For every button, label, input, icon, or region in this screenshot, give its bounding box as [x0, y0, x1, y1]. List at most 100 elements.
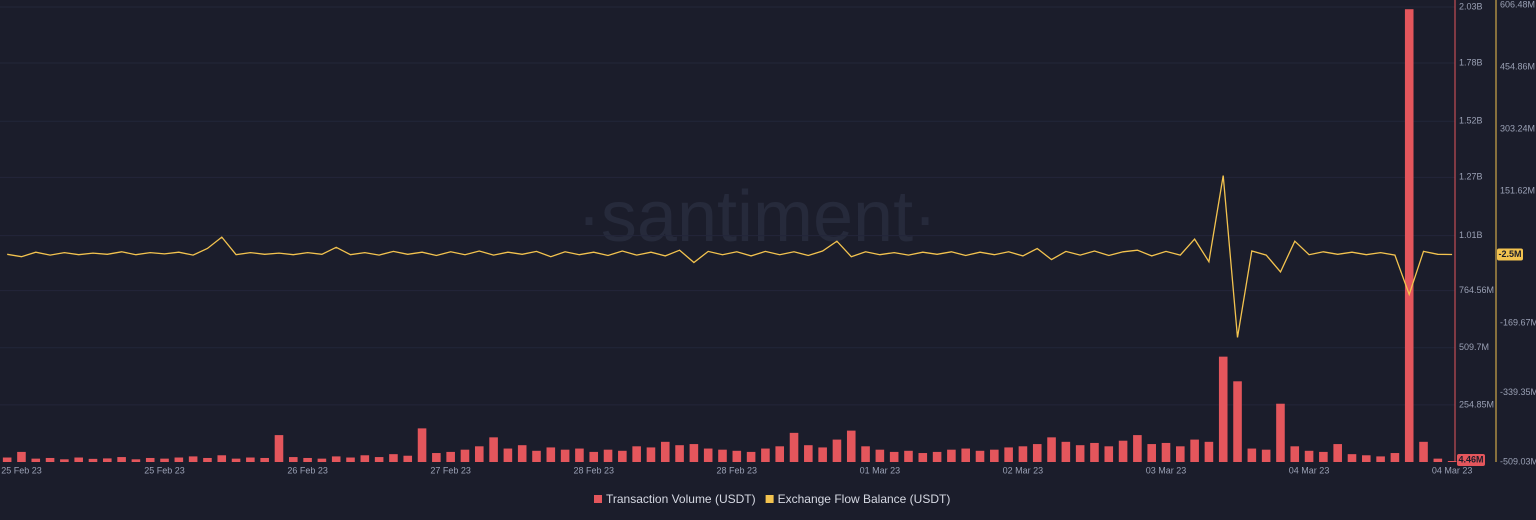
bar	[217, 455, 227, 462]
value-badge-label: 4.46M	[1458, 454, 1483, 464]
bar	[1247, 448, 1257, 462]
bar	[45, 457, 55, 462]
bar	[346, 457, 355, 462]
bar	[1376, 456, 1385, 462]
bar	[1433, 458, 1443, 462]
bar	[1261, 449, 1271, 462]
bar	[160, 458, 169, 462]
value-badge	[1457, 454, 1485, 467]
bar	[746, 451, 756, 462]
y-tick-label: 1.52B	[1459, 116, 1483, 126]
bar	[74, 457, 83, 462]
bar	[718, 449, 727, 462]
bar	[2, 457, 12, 462]
bar	[1233, 381, 1242, 462]
y-tick-label: 1.27B	[1459, 172, 1483, 182]
bar	[660, 441, 670, 462]
bar	[575, 448, 584, 462]
line	[7, 175, 1453, 338]
y2-tick-label: 303.24M	[1500, 124, 1535, 134]
bar	[231, 458, 241, 462]
bar	[1161, 442, 1171, 462]
bar	[1390, 453, 1400, 462]
bar	[1362, 455, 1371, 462]
bar	[1218, 356, 1228, 462]
x-tick-label: 04 Mar 23	[1432, 465, 1473, 475]
bar	[432, 453, 441, 462]
bar	[761, 448, 770, 462]
bar	[303, 457, 312, 462]
bar	[131, 459, 141, 462]
bar	[1319, 451, 1328, 462]
bar	[417, 428, 427, 462]
y-tick-label: 764.56M	[1459, 285, 1494, 295]
x-tick-label: 25 Feb 23	[1, 465, 42, 475]
bar	[904, 450, 913, 462]
bar	[1447, 461, 1457, 462]
bar	[1047, 437, 1056, 462]
bar	[832, 439, 842, 462]
bar	[203, 457, 212, 462]
bar	[789, 432, 799, 462]
bar	[1104, 446, 1114, 462]
y-tick-label: 1.01B	[1459, 230, 1483, 240]
bar	[546, 447, 556, 462]
bar	[260, 457, 269, 462]
bar	[489, 437, 498, 462]
bar	[961, 448, 970, 462]
bar	[317, 458, 327, 462]
bar	[474, 446, 484, 462]
bar	[947, 449, 956, 462]
bar	[117, 457, 126, 462]
bar	[1118, 440, 1128, 462]
bar	[1204, 441, 1214, 462]
bar	[246, 457, 255, 462]
y2-tick-label: -169.67M	[1500, 317, 1536, 327]
bar	[446, 451, 455, 462]
bar	[1276, 403, 1285, 462]
bar	[503, 448, 513, 462]
value-badge	[1497, 248, 1523, 261]
bar	[775, 446, 785, 462]
bar	[1404, 9, 1414, 462]
x-tick-label: 25 Feb 23	[144, 465, 185, 475]
x-tick-label: 28 Feb 23	[717, 465, 758, 475]
y-tick-label: 254.85M	[1459, 399, 1494, 409]
bar	[1176, 446, 1185, 462]
bar	[188, 456, 198, 462]
bar	[603, 449, 613, 462]
bar	[689, 444, 699, 462]
bar	[103, 458, 112, 462]
x-tick-label: 03 Mar 23	[1146, 465, 1187, 475]
bar	[804, 445, 813, 462]
x-tick-label: 28 Feb 23	[573, 465, 614, 475]
value-badge-label: -2.5M	[1498, 249, 1521, 259]
bar	[1090, 442, 1099, 462]
x-tick-label: 04 Mar 23	[1289, 465, 1330, 475]
bar	[1347, 454, 1357, 462]
y2-tick-label: -339.35M	[1500, 387, 1536, 397]
legend-label: Transaction Volume (USDT)	[606, 492, 756, 506]
bar	[1075, 445, 1085, 462]
bar	[60, 459, 69, 462]
bar	[17, 451, 26, 462]
bar	[732, 450, 742, 462]
bar	[389, 454, 398, 462]
bar	[646, 447, 656, 462]
bar	[618, 450, 627, 462]
bar	[274, 435, 284, 462]
bar	[918, 453, 928, 462]
x-tick-label: 26 Feb 23	[287, 465, 328, 475]
bar	[975, 450, 985, 462]
bar	[889, 451, 899, 462]
legend-label: Exchange Flow Balance (USDT)	[778, 492, 951, 506]
bar	[360, 455, 370, 462]
x-tick-label: 01 Mar 23	[860, 465, 901, 475]
bar	[145, 457, 155, 462]
bar	[1333, 444, 1342, 462]
y-tick-label: 2.03B	[1459, 1, 1483, 11]
bar	[1419, 441, 1428, 462]
bar	[1304, 450, 1314, 462]
